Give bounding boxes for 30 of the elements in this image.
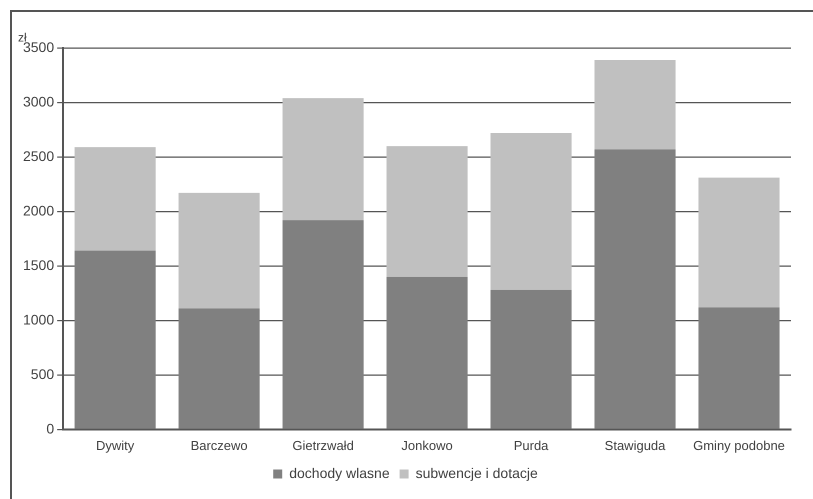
x-tick-label: Gietrzwałd bbox=[292, 438, 354, 453]
bar bbox=[698, 307, 780, 429]
bar bbox=[386, 146, 468, 277]
bar bbox=[74, 147, 156, 251]
y-tick-label: 3000 bbox=[22, 93, 54, 110]
y-tick-label: 0 bbox=[46, 420, 54, 436]
bar bbox=[74, 250, 156, 429]
bar bbox=[282, 98, 364, 220]
bar bbox=[282, 220, 364, 429]
y-tick-label: 1000 bbox=[22, 311, 54, 328]
legend-label: subwencje i dotacje bbox=[416, 464, 538, 481]
y-tick-label: 1500 bbox=[22, 256, 54, 273]
x-tick-label: Barczewo bbox=[190, 438, 248, 453]
bar bbox=[178, 192, 260, 308]
x-tick-label: Jonkowo bbox=[401, 438, 453, 453]
bar bbox=[594, 149, 676, 429]
x-tick-label: Gminy podobne bbox=[693, 438, 785, 453]
x-tick-label: Dywity bbox=[96, 438, 135, 453]
bar bbox=[178, 308, 260, 429]
bar bbox=[386, 276, 468, 429]
y-tick-label: 2000 bbox=[22, 202, 54, 218]
x-tick-label: Purda bbox=[514, 438, 550, 453]
bar bbox=[490, 133, 572, 290]
y-tick-label: 2500 bbox=[22, 148, 54, 164]
x-tick-label: Stawiguda bbox=[604, 438, 666, 453]
y-tick-label: 500 bbox=[30, 366, 54, 382]
bar bbox=[698, 178, 780, 308]
bar bbox=[490, 290, 572, 429]
bar bbox=[594, 60, 676, 150]
legend-label: dochody wlasne bbox=[289, 464, 390, 481]
